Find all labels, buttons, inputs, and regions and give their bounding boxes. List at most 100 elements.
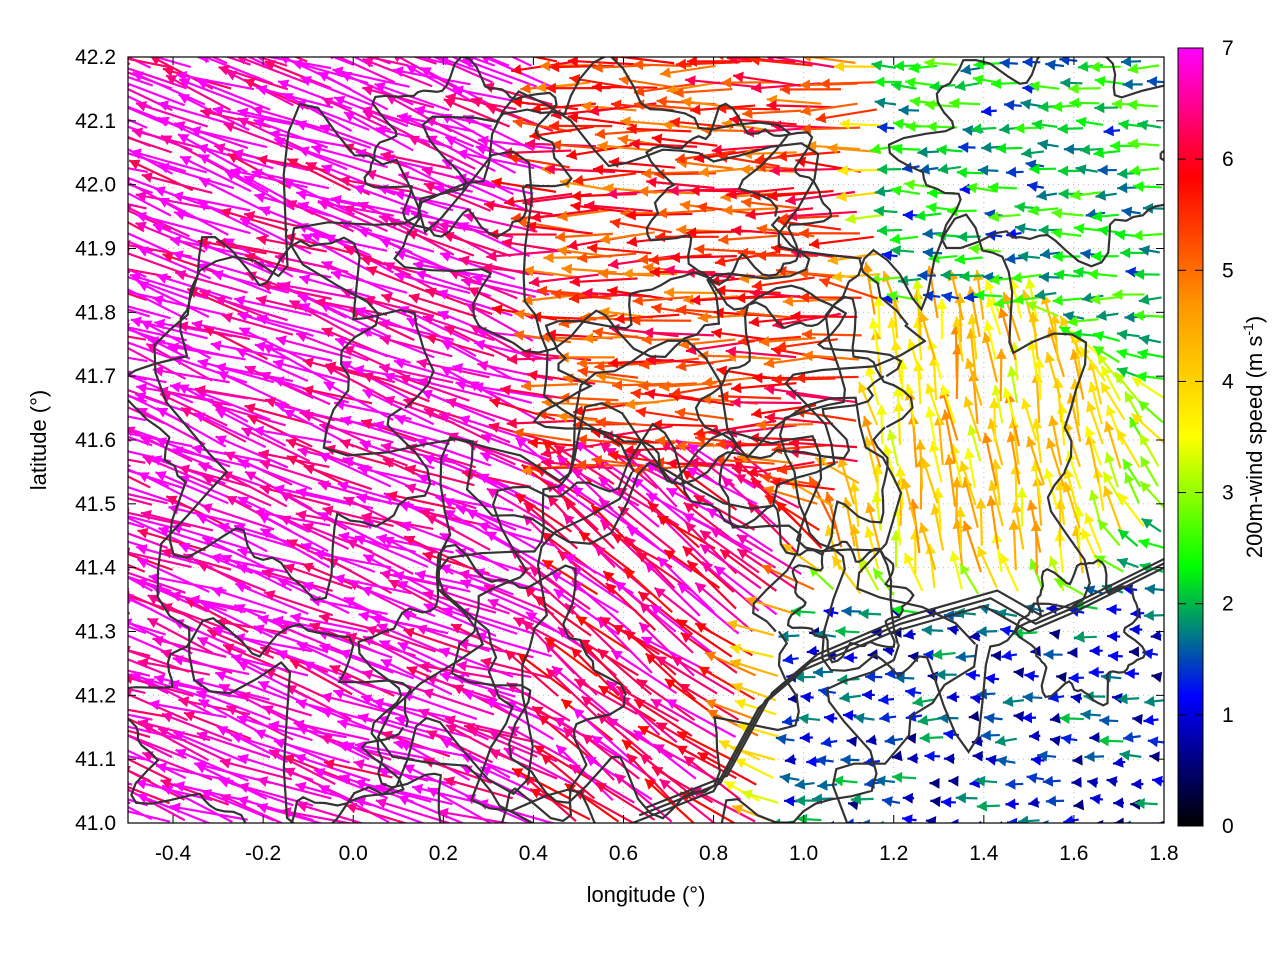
wind-vector	[237, 782, 314, 807]
wind-vector-head	[735, 758, 747, 769]
wind-vector-head	[516, 217, 528, 228]
wind-vector-head	[301, 234, 314, 244]
wind-vector-head	[545, 329, 556, 341]
wind-vector-head	[244, 176, 256, 186]
wind-vector-head	[474, 339, 486, 351]
wind-vector	[443, 776, 514, 800]
wind-vector	[843, 652, 858, 664]
wind-vector	[926, 202, 955, 214]
wind-vector-shaft	[485, 697, 555, 741]
wind-vector-shaft	[361, 514, 434, 530]
wind-vector-head	[178, 134, 190, 144]
wind-vector-head	[917, 270, 928, 282]
wind-vector	[128, 290, 166, 302]
wind-vector-head	[254, 341, 266, 353]
wind-vector-shaft	[353, 185, 429, 215]
wind-vector	[793, 671, 816, 683]
wind-vector-head	[845, 213, 856, 225]
wind-vector-head	[903, 384, 915, 395]
wind-vector-head	[296, 642, 309, 653]
wind-vector-shaft	[295, 700, 373, 723]
wind-vector-head	[724, 781, 736, 792]
wind-vector-shaft	[488, 749, 558, 780]
wind-vector-head	[633, 99, 645, 111]
wind-vector-shaft	[596, 712, 653, 761]
wind-vector-head	[686, 227, 697, 239]
wind-vector-head	[1006, 817, 1018, 823]
wind-vector	[224, 57, 251, 66]
wind-vector-head	[318, 480, 330, 491]
wind-vector-shaft	[128, 687, 146, 694]
wind-vector-head	[837, 674, 848, 686]
wind-vector	[551, 288, 612, 300]
wind-vector-head	[526, 612, 538, 623]
wind-vector-head	[343, 346, 355, 356]
wind-vector-shaft	[365, 266, 433, 295]
wind-vector-head	[766, 100, 777, 112]
wind-vector-head	[862, 262, 873, 273]
wind-vector	[935, 669, 957, 681]
wind-vector	[172, 446, 250, 468]
wind-vector-head	[295, 698, 308, 710]
wind-vector-head	[237, 496, 250, 507]
wind-vector	[329, 57, 396, 84]
wind-vector-shaft	[795, 375, 859, 380]
wind-vector-head	[318, 72, 330, 82]
wind-vector-head	[726, 188, 737, 200]
wind-vector	[853, 712, 875, 724]
wind-vector-head	[355, 306, 367, 318]
wind-vector	[178, 77, 254, 109]
wind-vector-head	[808, 476, 819, 488]
wind-vector-shaft	[747, 501, 798, 554]
wind-vector-head	[796, 813, 808, 823]
wind-vector-head	[284, 767, 296, 778]
wind-vector-head	[513, 427, 524, 439]
wind-vector	[775, 338, 838, 352]
wind-vector	[444, 135, 517, 174]
wind-vector-head	[256, 154, 268, 166]
wind-vector	[976, 800, 1000, 812]
wind-vector	[764, 384, 835, 400]
wind-vector-head	[741, 197, 752, 209]
wind-vector	[806, 645, 820, 657]
wind-vector-head	[649, 266, 660, 278]
wind-vector-head	[726, 619, 738, 631]
wind-vector-head	[731, 225, 742, 237]
wind-vector-head	[341, 288, 353, 299]
wind-vector-head	[999, 553, 1010, 565]
wind-vector	[512, 616, 579, 653]
wind-vector-head	[881, 249, 893, 261]
wind-vector	[408, 135, 476, 170]
wind-vector-head	[963, 396, 974, 408]
wind-vector-head	[777, 212, 789, 224]
wind-vector	[673, 86, 733, 98]
wind-vector	[361, 105, 435, 132]
wind-vector-head	[745, 208, 756, 220]
wind-vector-head	[72, 604, 83, 614]
wind-vector-shaft	[636, 678, 696, 722]
wind-vector	[357, 227, 435, 253]
wind-vector-shaft	[319, 423, 394, 444]
wind-vector-shaft	[399, 740, 471, 781]
wind-vector-shaft	[567, 115, 634, 127]
wind-vector-shaft	[214, 296, 288, 322]
wind-vector-head	[726, 57, 737, 65]
wind-vector-shaft	[455, 381, 533, 405]
wind-vector-head	[954, 80, 966, 92]
wind-vector-head	[511, 64, 522, 76]
wind-vector-shaft	[283, 767, 352, 802]
wind-vector	[128, 305, 171, 320]
wind-vector-head	[697, 752, 710, 763]
wind-vector	[949, 97, 981, 109]
wind-vector-shaft	[128, 335, 147, 341]
wind-vector	[152, 365, 230, 384]
wind-vector-head	[969, 630, 980, 642]
wind-vector	[794, 778, 815, 790]
wind-vector-shaft	[317, 199, 388, 233]
wind-vector-head	[114, 744, 125, 754]
wind-vector	[955, 651, 976, 663]
wind-vector-head	[530, 788, 542, 799]
wind-vector-shaft	[128, 625, 147, 635]
wind-vector-head	[201, 789, 213, 800]
wind-vector-head	[362, 110, 375, 121]
